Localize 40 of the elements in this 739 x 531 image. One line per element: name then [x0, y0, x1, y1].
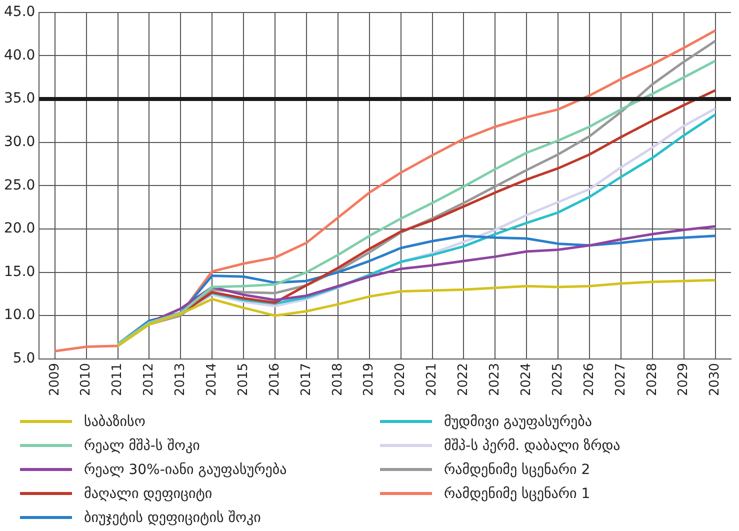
- x-tick-label: 2022: [456, 362, 472, 396]
- x-tick-label: 2023: [488, 362, 503, 396]
- legend-label: მაღალი დეფიციტი: [84, 486, 212, 502]
- x-tick-label: 2024: [518, 362, 534, 396]
- x-tick-label: 2009: [47, 362, 62, 396]
- x-tick-label: 2013: [173, 362, 188, 396]
- y-tick-label: 10.0: [4, 307, 36, 324]
- x-tick-label: 2030: [708, 362, 723, 396]
- legend-label: საბაზისო: [84, 414, 146, 430]
- x-tick-label: 2011: [110, 362, 126, 396]
- y-tick-label: 15.0: [4, 264, 36, 280]
- y-tick-label: 35.0: [4, 90, 36, 107]
- x-tick-label: 2029: [676, 362, 692, 396]
- x-tick-label: 2017: [298, 362, 314, 396]
- x-tick-label: 2021: [424, 362, 440, 396]
- x-tick-label: 2027: [613, 362, 628, 396]
- x-tick-label: 2026: [582, 362, 597, 396]
- x-tick-label: 2019: [362, 362, 377, 396]
- y-tick-label: 25.0: [4, 177, 36, 194]
- legend-label: რამდენიმე სცენარი 2: [444, 462, 590, 478]
- legend-label: ბიუჯეტის დეფიციტის შოკი: [84, 510, 261, 526]
- x-tick-label: 2012: [142, 362, 157, 396]
- y-tick-label: 5.0: [12, 350, 36, 367]
- x-tick-label: 2020: [393, 362, 408, 396]
- legend-label: მშპ-ს პერმ. დაბალი ზრდა: [444, 438, 620, 454]
- legend-label: მუდმივი გაუფასურება: [444, 414, 592, 430]
- legend-label: რამდენიმე სცენარი 1: [444, 486, 590, 502]
- legend-label: რეალ 30%-იანი გაუფასურება: [84, 462, 287, 478]
- y-tick-label: 30.0: [4, 134, 36, 150]
- x-tick-label: 2014: [204, 362, 220, 396]
- y-tick-label: 20.0: [4, 220, 36, 237]
- y-tick-label: 40.0: [4, 47, 36, 64]
- y-tick-label: 45.0: [4, 4, 36, 20]
- x-tick-label: 2028: [644, 362, 660, 396]
- legend-label: რეალ მშპ-ს შოკი: [84, 438, 200, 454]
- x-tick-label: 2010: [78, 362, 94, 396]
- x-tick-label: 2025: [550, 362, 566, 396]
- x-tick-label: 2015: [236, 362, 251, 396]
- x-tick-label: 2018: [330, 362, 346, 396]
- x-tick-label: 2016: [267, 362, 282, 396]
